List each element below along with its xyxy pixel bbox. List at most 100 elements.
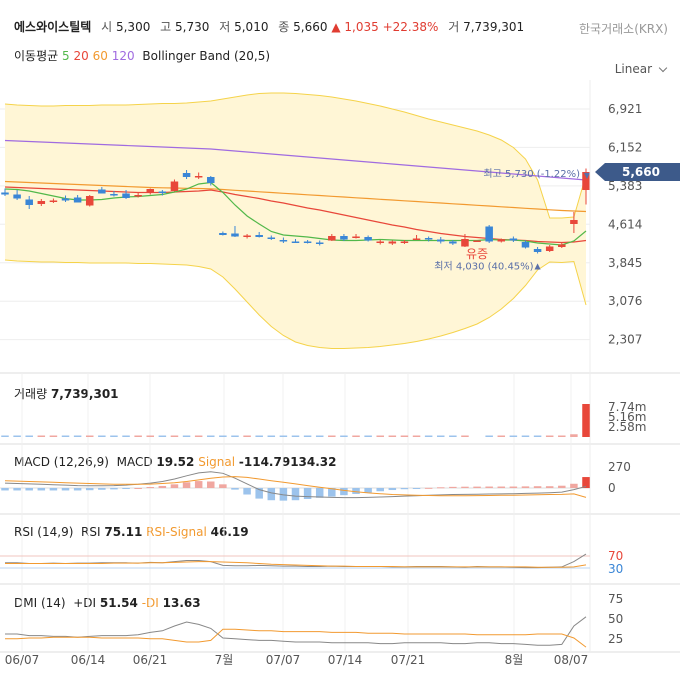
- macd-histogram-bar: [73, 488, 82, 491]
- rsi-signal-value: 46.19: [210, 525, 249, 539]
- macd-histogram-bar: [558, 485, 566, 488]
- dmi-title: DMI (14): [14, 596, 66, 610]
- macd-histogram-bar: [340, 488, 348, 496]
- candle-body: [134, 195, 142, 197]
- x-axis-tick: 8월: [505, 653, 524, 667]
- open-value: 5,300: [115, 20, 151, 34]
- volume-label: 거: [448, 20, 460, 34]
- macd-histogram-bar: [255, 488, 263, 499]
- volume-bar: [521, 435, 530, 437]
- candle-body: [509, 238, 518, 241]
- candle-body: [279, 240, 288, 242]
- macd-line: [4, 471, 587, 499]
- macd-histogram-bar: [328, 488, 336, 497]
- candle-body: [582, 172, 590, 190]
- ma120-label: 120: [111, 49, 135, 63]
- high-value: 5,730: [175, 20, 210, 34]
- x-axis-tick: 08/07: [554, 653, 589, 667]
- mdi-value: 13.63: [162, 596, 201, 610]
- rsi-value: 75.11: [104, 525, 143, 539]
- pdi-name: +DI: [73, 596, 97, 610]
- macd-histogram-bar: [400, 488, 409, 490]
- candle-body: [255, 235, 263, 237]
- volume-bar: [461, 435, 469, 437]
- price-axis-tick: 6,152: [608, 140, 642, 154]
- macd-histogram-bar: [219, 484, 227, 488]
- macd-histogram-bar: [61, 488, 70, 491]
- macd-histogram-bar: [279, 488, 288, 501]
- ma60-line: [4, 180, 587, 213]
- candle-body: [13, 194, 21, 199]
- macd-signal-line: [4, 476, 587, 498]
- bollinger-band-fill: [5, 93, 586, 349]
- candle-body: [158, 191, 167, 193]
- volume-bar: [1, 435, 9, 437]
- x-axis-tick: 07/21: [391, 653, 426, 667]
- volume-axis-tick: 5.16m: [608, 410, 646, 424]
- candle-body: [436, 239, 445, 242]
- volume-bar: [388, 435, 397, 437]
- ma120-line: [4, 139, 587, 181]
- stock-name: 에스와이스틸텍: [14, 20, 92, 34]
- volume-axis-tick: 7.74m: [608, 400, 646, 414]
- macd-signal-label: Signal: [198, 455, 236, 469]
- candle-body: [98, 189, 106, 194]
- ma60-label: 60: [92, 49, 108, 63]
- candle-body: [37, 201, 46, 204]
- price-axis-tick: 5,383: [608, 179, 642, 193]
- candle-body: [497, 239, 506, 242]
- volume-bar: [533, 435, 542, 437]
- rsi-panel-label: RSI (14,9) RSI 75.11 RSI-Signal 46.19: [14, 525, 249, 539]
- candle-body: [122, 193, 130, 198]
- scale-mode-dropdown[interactable]: Linear: [614, 62, 652, 76]
- macd-histogram-bar: [461, 486, 469, 488]
- pdi-value: 51.54: [99, 596, 138, 610]
- volume-bar: [13, 435, 21, 437]
- volume-bar: [352, 435, 360, 437]
- indicator-legend: 이동평균 5 20 60 120 Bollinger Band (20,5): [14, 47, 270, 64]
- macd-histogram-bar: [315, 488, 324, 498]
- candle-body: [364, 237, 372, 241]
- candle-body: [85, 196, 94, 206]
- price-axis-tick: 6,921: [608, 102, 642, 116]
- candle-body: [267, 237, 276, 239]
- macd-histogram-bar: [291, 488, 300, 501]
- volume-bar: [424, 435, 433, 437]
- candle-body: [243, 235, 251, 237]
- x-axis-tick: 06/14: [71, 653, 106, 667]
- volume-bar: [98, 435, 106, 437]
- macd-histogram-bar: [521, 486, 530, 488]
- macd-histogram-bar: [231, 488, 239, 490]
- candle-body: [570, 220, 578, 224]
- candle-body: [400, 241, 409, 243]
- x-axis-tick: 06/07: [5, 653, 40, 667]
- candle-body: [424, 238, 433, 240]
- rsi-axis-tick: 30: [608, 562, 623, 576]
- rsi-name: RSI: [81, 525, 101, 539]
- candle-body: [545, 246, 554, 251]
- current-price-badge: [595, 163, 680, 181]
- candle-body: [207, 177, 215, 183]
- volume-bar: [110, 435, 118, 437]
- open-label: 시: [101, 20, 113, 34]
- x-axis-tick: 07/14: [328, 653, 363, 667]
- macd-histogram-bar: [158, 485, 167, 488]
- candle-body: [533, 249, 542, 252]
- macd-histogram-bar: [98, 488, 106, 490]
- rsi-title: RSI (14,9): [14, 525, 74, 539]
- macd-axis-tick: 270: [608, 460, 631, 474]
- candle-body: [558, 244, 566, 247]
- macd-histogram-bar: [1, 488, 9, 491]
- candle-body: [352, 236, 360, 238]
- suspended-annotation: 유증: [466, 247, 488, 261]
- volume-bar: [582, 404, 590, 437]
- volume-bar: [449, 435, 457, 437]
- dmi-axis-tick: 50: [608, 612, 623, 626]
- macd-histogram-bar: [376, 488, 384, 492]
- macd-histogram-bar: [267, 488, 276, 501]
- change-value: ▲ 1,035 +22.38%: [331, 20, 439, 34]
- volume-bar: [255, 435, 263, 437]
- macd-histogram-bar: [364, 488, 372, 493]
- volume-bar: [25, 435, 33, 437]
